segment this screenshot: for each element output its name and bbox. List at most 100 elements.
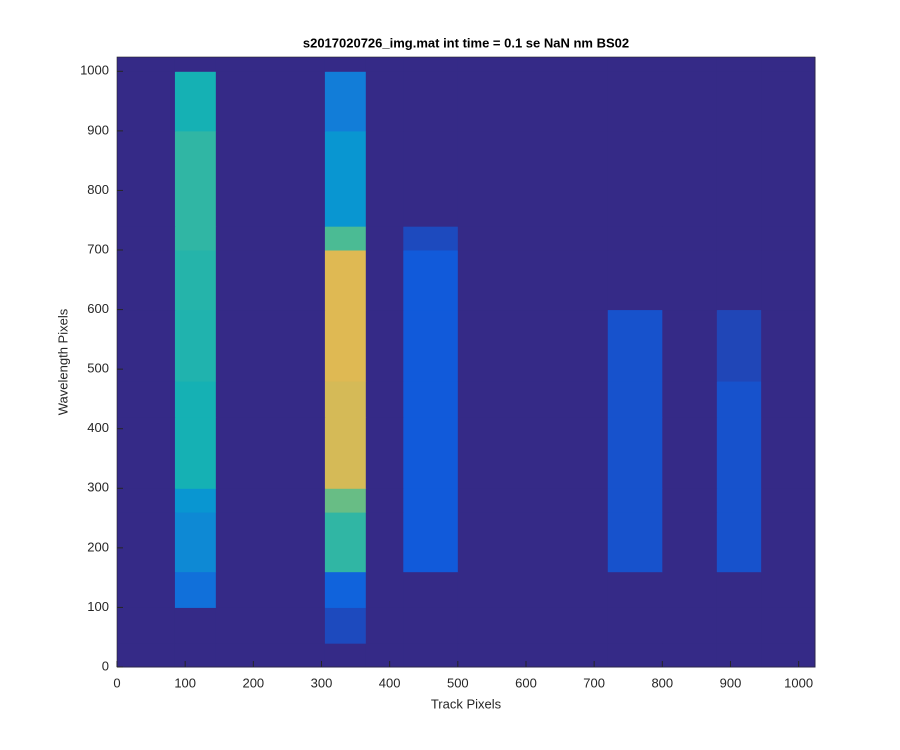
heatmap-cell <box>761 226 816 251</box>
heatmap-cell <box>607 130 663 227</box>
y-tick-label: 0 <box>102 658 109 673</box>
heatmap-cell <box>607 250 663 311</box>
heatmap-cell <box>215 643 326 668</box>
heatmap-cell <box>716 512 762 573</box>
plot-frame <box>116 56 816 668</box>
heatmap-cell <box>174 381 217 418</box>
heatmap-cell <box>403 416 459 489</box>
heatmap-cell <box>403 512 459 573</box>
heatmap-cell <box>457 607 609 644</box>
heatmap-cell <box>117 71 176 132</box>
heatmap-cell <box>457 571 609 608</box>
heatmap-cell <box>174 130 217 227</box>
x-tick-label: 300 <box>311 675 333 690</box>
heatmap-cell <box>174 57 217 72</box>
heatmap-cell <box>662 607 718 644</box>
heatmap-cell <box>365 71 404 132</box>
x-tick-label: 400 <box>379 675 401 690</box>
x-tick-label: 1000 <box>784 675 813 690</box>
x-tick-label: 700 <box>583 675 605 690</box>
heatmap-cell <box>117 309 176 382</box>
heatmap-cell <box>716 488 762 513</box>
heatmap-cell <box>117 571 176 608</box>
y-tick-label: 400 <box>87 420 109 435</box>
heatmap-cell <box>215 512 326 573</box>
heatmap-cell <box>662 57 718 72</box>
heatmap-cell <box>761 57 816 72</box>
heatmap-cell <box>716 643 762 668</box>
heatmap-cell <box>403 643 459 668</box>
heatmap-cell <box>174 488 217 513</box>
heatmap-cell <box>365 416 404 489</box>
x-tick-label: 800 <box>651 675 673 690</box>
heatmap-cell <box>716 71 762 132</box>
heatmap-cell <box>174 250 217 311</box>
heatmap-cell <box>174 512 217 573</box>
y-tick-label: 1000 <box>80 63 109 78</box>
heatmap-cell <box>457 226 609 251</box>
y-tick-label: 300 <box>87 480 109 495</box>
heatmap-cell <box>365 512 404 573</box>
heatmap-cell <box>117 226 176 251</box>
heatmap-cell <box>365 250 404 311</box>
x-axis-label: Track Pixels <box>431 696 502 711</box>
heatmap-cell <box>662 643 718 668</box>
y-tick-label: 700 <box>87 241 109 256</box>
heatmap-cell <box>457 130 609 227</box>
heatmap-cell <box>174 416 217 489</box>
heatmap-cell <box>324 416 367 489</box>
heatmap-cell <box>716 57 762 72</box>
heatmap-cell <box>662 309 718 382</box>
heatmap-cell <box>716 416 762 489</box>
heatmap-cell <box>117 512 176 573</box>
heatmap-cell <box>662 488 718 513</box>
heatmap-cell <box>761 488 816 513</box>
heatmap-cell <box>174 607 217 644</box>
heatmap-cell <box>607 57 663 72</box>
heatmap-cell <box>174 571 217 608</box>
heatmap-cell <box>174 309 217 382</box>
heatmap-cell <box>174 71 217 132</box>
y-tick-label: 800 <box>87 182 109 197</box>
heatmap-cell <box>761 250 816 311</box>
heatmap-cell <box>761 643 816 668</box>
heatmap-cell <box>403 309 459 382</box>
heatmap-cell <box>215 57 326 72</box>
heatmap-cell <box>607 226 663 251</box>
heatmap-cell <box>662 571 718 608</box>
heatmap-cell <box>324 488 367 513</box>
x-tick-label: 0 <box>113 675 120 690</box>
heatmap-cell <box>716 130 762 227</box>
heatmap-cell <box>365 488 404 513</box>
heatmap-cell <box>215 309 326 382</box>
heatmap-cell <box>215 71 326 132</box>
heatmap-cell <box>457 250 609 311</box>
heatmap-cell <box>457 57 609 72</box>
x-tick-label: 600 <box>515 675 537 690</box>
heatmap-cell <box>716 250 762 311</box>
heatmap-cell <box>365 381 404 418</box>
heatmap-cell <box>117 130 176 227</box>
heatmap-cell <box>761 71 816 132</box>
heatmap-cell <box>324 381 367 418</box>
heatmap-cell <box>607 309 663 382</box>
heatmap-cell <box>117 250 176 311</box>
heatmap-cell <box>117 607 176 644</box>
heatmap-cell <box>607 488 663 513</box>
heatmap-cell <box>324 226 367 251</box>
heatmap-cell <box>324 643 367 668</box>
y-tick-label: 100 <box>87 599 109 614</box>
heatmap-cell <box>457 643 609 668</box>
heatmap-cell <box>215 226 326 251</box>
heatmap-cell <box>457 381 609 418</box>
axes: 0 100 200 300 400 500 600 700 800 900 1000 0 100 200 3… <box>80 56 816 690</box>
heatmap-cell <box>324 571 367 608</box>
heatmap-cell <box>117 416 176 489</box>
heatmap-cell <box>174 226 217 251</box>
heatmap-cell <box>716 381 762 418</box>
heatmap-cell <box>215 416 326 489</box>
heatmap-cell <box>662 71 718 132</box>
heatmap-cell <box>324 250 367 311</box>
heatmap-cell <box>365 309 404 382</box>
